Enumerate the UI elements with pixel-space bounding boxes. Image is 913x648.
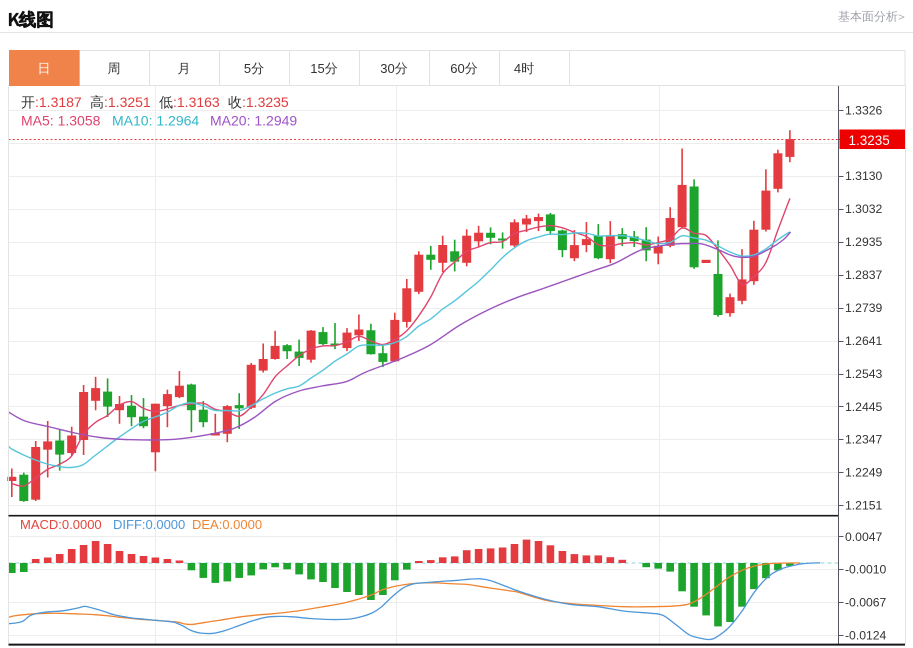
svg-text:1.3130: 1.3130 — [845, 169, 882, 183]
svg-text:60: 60 — [450, 61, 464, 76]
svg-text:5: 5 — [244, 61, 251, 76]
svg-text:MA5: 1.3058: MA5: 1.3058 — [21, 113, 101, 129]
svg-text:15: 15 — [310, 61, 324, 76]
svg-text:1.3235: 1.3235 — [849, 133, 890, 148]
svg-text:MACD:0.0000: MACD:0.0000 — [20, 517, 102, 532]
svg-text:-0.0067: -0.0067 — [845, 596, 887, 610]
svg-text:1.2249: 1.2249 — [845, 466, 882, 480]
svg-text:1.2641: 1.2641 — [845, 334, 882, 348]
svg-text:0.0047: 0.0047 — [845, 530, 882, 544]
svg-text:1.2151: 1.2151 — [845, 499, 882, 513]
svg-text:1.2445: 1.2445 — [845, 400, 882, 414]
svg-text:DEA:0.0000: DEA:0.0000 — [192, 517, 262, 532]
svg-text:-0.0124: -0.0124 — [845, 628, 887, 642]
svg-text::1.3163: :1.3163 — [173, 94, 220, 110]
svg-text:1.2347: 1.2347 — [845, 433, 882, 447]
svg-text:1.3032: 1.3032 — [845, 202, 882, 216]
svg-text:1.2935: 1.2935 — [845, 235, 882, 249]
svg-text:MA20: 1.2949: MA20: 1.2949 — [210, 113, 297, 129]
svg-text:-0.0010: -0.0010 — [845, 563, 887, 577]
svg-text::1.3187: :1.3187 — [35, 94, 82, 110]
svg-text:DIFF:0.0000: DIFF:0.0000 — [113, 517, 185, 532]
svg-text::1.3251: :1.3251 — [104, 94, 151, 110]
svg-text:4: 4 — [514, 61, 521, 76]
svg-text:1.3326: 1.3326 — [845, 103, 882, 117]
svg-text:1.2837: 1.2837 — [845, 268, 882, 282]
svg-text::1.3235: :1.3235 — [242, 94, 289, 110]
svg-text:1.2543: 1.2543 — [845, 367, 882, 381]
svg-text:30: 30 — [380, 61, 394, 76]
svg-text:1.2739: 1.2739 — [845, 301, 882, 315]
svg-text:MA10: 1.2964: MA10: 1.2964 — [112, 113, 199, 129]
